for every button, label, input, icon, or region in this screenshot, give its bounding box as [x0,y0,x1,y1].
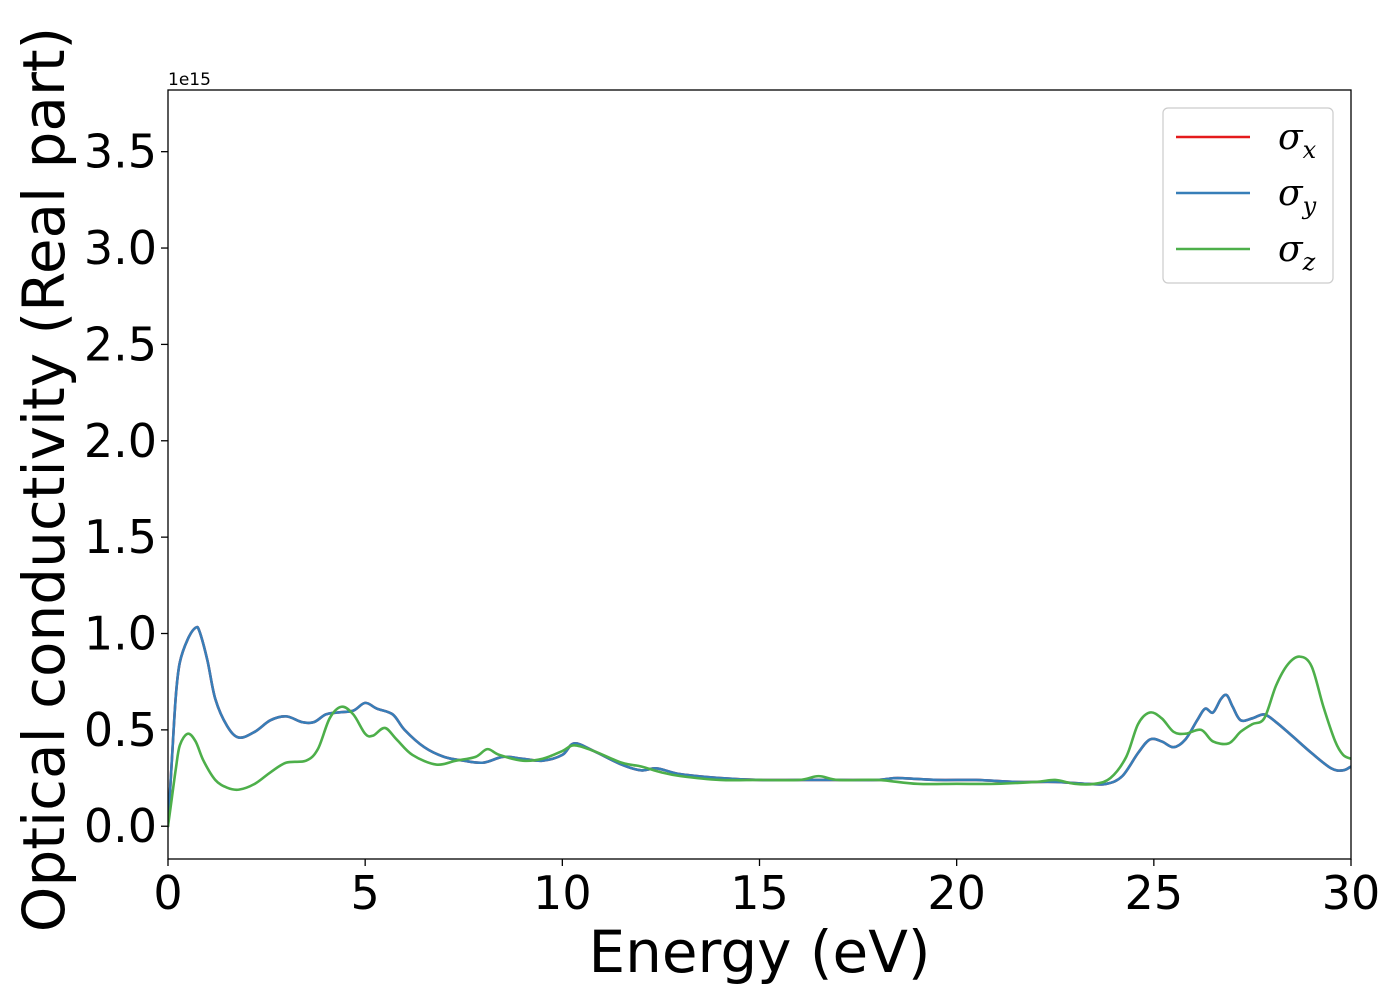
legend-label-subscript: y [1302,192,1317,220]
legend-label-y: σy [1278,173,1317,220]
y-tick-label: 3.5 [84,125,157,179]
y-tick-label: 0.0 [84,799,157,853]
x-tick-label: 25 [1125,866,1184,920]
y-tick-label: 0.5 [84,703,157,757]
x-axis-label: Energy (eV) [588,918,930,986]
legend-label-x: σx [1278,117,1317,164]
legend-label-base: σ [1278,117,1304,158]
x-tick-label: 20 [927,866,986,920]
series-layer [168,625,1351,828]
legend-label-subscript: z [1302,248,1316,276]
x-tick-label: 10 [533,866,592,920]
y-tick-label: 2.5 [84,317,157,371]
legend-label-base: σ [1278,229,1304,270]
y-offset-label: 1e15 [168,70,211,90]
x-tick-label: 15 [730,866,789,920]
y-tick-label: 1.5 [84,510,157,564]
x-tick-label: 5 [351,866,380,920]
y-axis-label: Optical conductivity (Real part) [10,27,78,932]
x-tick-label: 30 [1322,866,1381,920]
x-axis: 0 5 10 15 20 25 30 [153,859,1380,920]
legend-label-base: σ [1278,173,1304,214]
y-tick-label: 1.0 [84,607,157,661]
legend-box [1162,107,1334,284]
legend-label-z: σz [1278,229,1316,276]
y-tick-label: 3.0 [84,221,157,275]
legend-label-subscript: x [1303,136,1317,164]
y-axis: 0.0 0.5 1.0 1.5 2.0 2.5 3.0 3.5 [84,125,168,853]
y-tick-label: 2.0 [84,414,157,468]
series-line-z [168,655,1351,828]
x-tick-label: 0 [153,866,182,920]
